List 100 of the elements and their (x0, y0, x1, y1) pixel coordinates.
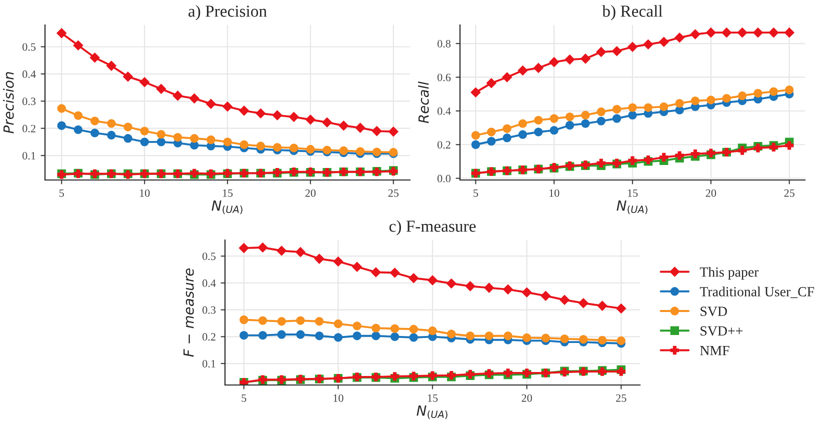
point (277, 317, 286, 326)
chart-title: a) Precision (188, 5, 267, 20)
x-tick-label: 25 (784, 189, 794, 197)
point (690, 29, 700, 40)
point (596, 158, 606, 168)
point (190, 134, 199, 143)
point (502, 72, 512, 82)
point (322, 117, 332, 128)
point (240, 140, 248, 149)
point (550, 114, 558, 123)
point (675, 99, 684, 108)
point (238, 243, 249, 253)
point (484, 282, 494, 293)
point (314, 254, 324, 264)
point (628, 103, 637, 112)
point (581, 119, 590, 128)
point (658, 36, 669, 47)
point (390, 268, 400, 278)
point (409, 333, 418, 342)
x-tick-label: 5 (59, 189, 64, 197)
x-tick-label: 10 (334, 394, 344, 402)
x-tick-label: 15 (222, 189, 233, 197)
point (540, 290, 551, 301)
point (140, 126, 149, 136)
point (428, 326, 437, 336)
point (581, 110, 590, 120)
y-tick-label: 0.6 (438, 74, 451, 82)
point (768, 28, 779, 38)
point (156, 84, 166, 94)
point (256, 142, 266, 150)
point (140, 138, 149, 146)
point (90, 52, 100, 63)
point (596, 107, 606, 116)
x-tick-label: 10 (140, 189, 150, 197)
point (722, 94, 731, 103)
point (628, 110, 637, 120)
point (56, 28, 67, 38)
point (370, 267, 381, 278)
point (690, 150, 700, 158)
point (578, 298, 588, 308)
point (306, 144, 315, 154)
point (660, 152, 668, 162)
x-tick-label: 15 (428, 394, 438, 402)
point (487, 128, 496, 136)
point (784, 28, 794, 38)
point (156, 138, 166, 146)
point (518, 119, 528, 128)
legend-label: NMF (700, 346, 730, 356)
point (580, 54, 590, 64)
chart-title: c) F-measure (389, 220, 476, 236)
y-tick-label: 0.4 (438, 107, 451, 115)
legend-label: Traditional User_CF (700, 286, 814, 298)
point (90, 128, 100, 138)
x-tick-label: 20 (305, 189, 316, 197)
point (522, 287, 532, 298)
point (596, 47, 606, 57)
point (173, 132, 182, 142)
point (352, 322, 362, 330)
point (644, 103, 653, 112)
point (484, 332, 494, 340)
point (769, 87, 778, 96)
point (487, 136, 496, 146)
point (628, 42, 638, 52)
point (504, 332, 512, 340)
point (222, 102, 232, 112)
point (288, 112, 299, 122)
point (314, 332, 324, 340)
point (206, 135, 216, 144)
point (314, 317, 324, 326)
point (534, 128, 543, 136)
y-tick-label: 0.0 (438, 174, 451, 182)
point (123, 72, 133, 82)
point (276, 246, 287, 256)
point (706, 96, 716, 104)
point (550, 126, 558, 135)
point (272, 143, 282, 152)
point (296, 330, 305, 339)
point (57, 121, 66, 130)
point (206, 98, 216, 109)
point (738, 146, 747, 155)
x-tick-label: 10 (550, 189, 560, 197)
point (643, 39, 654, 50)
point (190, 140, 199, 150)
point (579, 335, 588, 344)
point (690, 96, 700, 106)
x-tick-label: 25 (616, 394, 626, 402)
y-tick-label: 0.3 (202, 306, 216, 314)
legend-label: This paper (700, 266, 759, 280)
point (372, 332, 380, 340)
y-tick-label: 0.2 (22, 124, 36, 132)
point (753, 28, 763, 38)
legend-label: SVD++ (700, 326, 742, 336)
point (470, 87, 481, 98)
y-axis-title: Recall (418, 82, 429, 124)
point (390, 324, 400, 333)
point (549, 57, 560, 68)
point (565, 120, 574, 130)
point (338, 120, 349, 131)
point (107, 119, 116, 128)
point (306, 114, 316, 125)
